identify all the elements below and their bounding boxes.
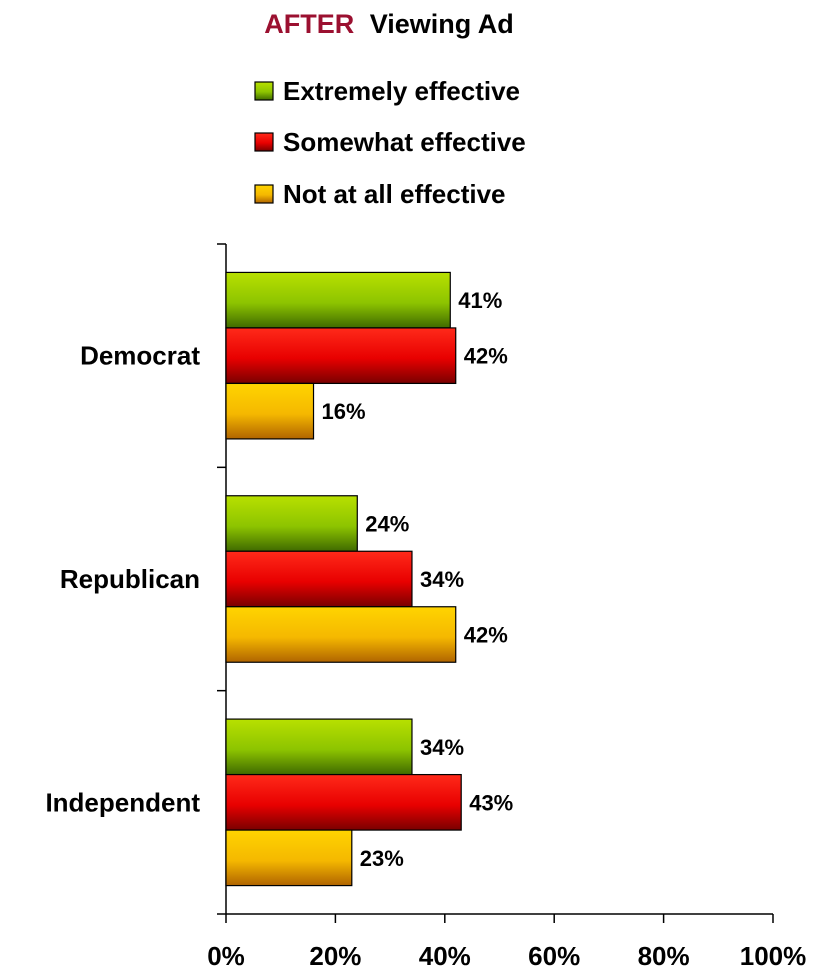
value-label: 42% [464,623,508,648]
x-tick-label: 20% [309,941,361,971]
value-label: 16% [322,399,366,424]
x-tick-label: 80% [638,941,690,971]
legend-swatch-extremely-effective [255,82,273,100]
bar-independent-extremely-effective [226,719,412,775]
bar-independent-not-at-all-effective [226,830,352,886]
value-label: 43% [469,790,513,815]
legend-label-extremely-effective: Extremely effective [283,76,520,106]
bar-republican-extremely-effective [226,496,357,552]
legend-label-not-at-all-effective: Not at all effective [283,179,506,209]
legend: Extremely effective Somewhat effective Not… [255,76,526,209]
bar-democrat-somewhat-effective [226,328,456,384]
value-label: 24% [365,512,409,537]
legend-swatch-not-at-all-effective [255,185,273,203]
value-label: 23% [360,846,404,871]
bar-democrat-extremely-effective [226,272,450,328]
chart-title-main: Viewing Ad [370,9,514,39]
x-tick-label: 40% [419,941,471,971]
category-label-independent: Independent [45,787,200,817]
category-label-democrat: Democrat [80,341,200,371]
bar-democrat-not-at-all-effective [226,383,314,439]
bar-republican-not-at-all-effective [226,607,456,663]
legend-swatch-somewhat-effective [255,133,273,151]
value-label: 41% [458,288,502,313]
value-label: 34% [420,567,464,592]
category-label-republican: Republican [60,564,200,594]
legend-label-somewhat-effective: Somewhat effective [283,127,526,157]
bar-independent-somewhat-effective [226,775,461,831]
bar-republican-somewhat-effective [226,551,412,607]
chart-title-prefix: AFTER [264,9,354,39]
value-label: 42% [464,344,508,369]
x-tick-label: 60% [528,941,580,971]
x-tick-label: 0% [207,941,245,971]
chart-title: AFTER Viewing Ad [264,9,514,39]
value-label: 34% [420,735,464,760]
x-tick-label: 100% [740,941,807,971]
